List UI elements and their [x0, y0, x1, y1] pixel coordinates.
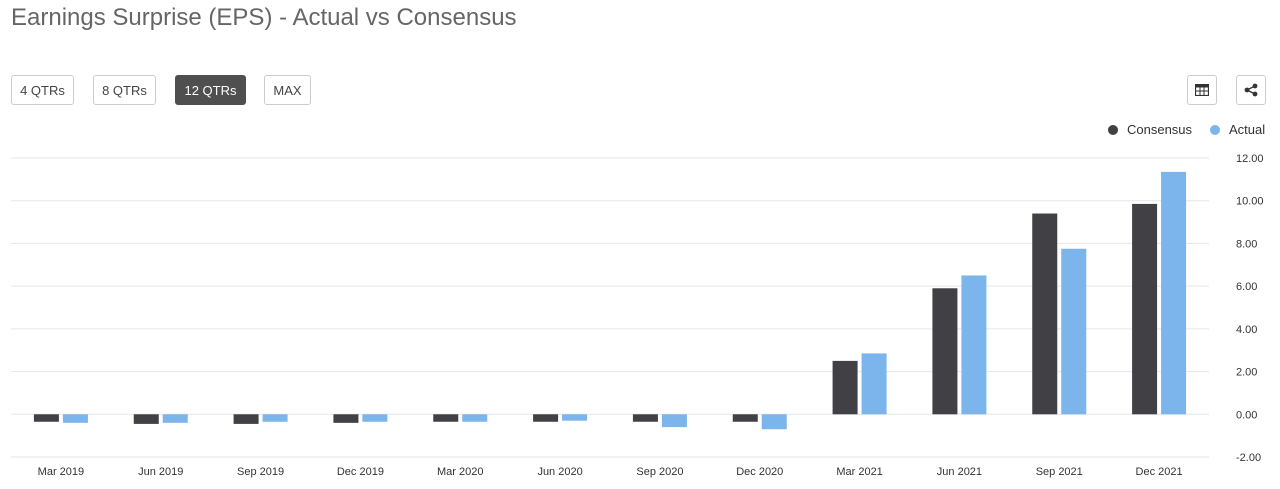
- bar-actual[interactable]: [362, 414, 388, 422]
- y-tick-label: 6.00: [1236, 281, 1257, 293]
- bar-actual[interactable]: [661, 414, 687, 428]
- y-tick-label: 8.00: [1236, 238, 1257, 250]
- bar-actual[interactable]: [462, 414, 488, 422]
- page-title: Earnings Surprise (EPS) - Actual vs Cons…: [11, 4, 517, 31]
- bar-actual[interactable]: [1061, 248, 1087, 415]
- bar-consensus[interactable]: [133, 414, 159, 424]
- bar-consensus[interactable]: [433, 414, 459, 422]
- range-max-button[interactable]: MAX: [264, 75, 311, 105]
- y-tick-label: 4.00: [1236, 324, 1257, 336]
- bar-consensus[interactable]: [33, 414, 59, 422]
- legend-item-consensus[interactable]: Consensus: [1108, 122, 1192, 137]
- bar-actual[interactable]: [262, 414, 288, 422]
- bar-consensus[interactable]: [932, 288, 958, 415]
- x-tick-label: Mar 2021: [836, 466, 882, 478]
- x-tick-label: Mar 2020: [437, 466, 483, 478]
- y-tick-label: 0.00: [1236, 409, 1257, 421]
- consensus-dot-icon: [1108, 124, 1118, 135]
- x-tick-label: Sep 2020: [636, 466, 683, 478]
- bar-actual[interactable]: [961, 275, 987, 415]
- range-12-qtrs-button[interactable]: 12 QTRs: [175, 75, 246, 105]
- chart-legend: Consensus Actual: [1108, 122, 1278, 138]
- bar-consensus[interactable]: [732, 414, 758, 422]
- x-tick-label: Sep 2019: [237, 466, 284, 478]
- bar-actual[interactable]: [162, 414, 188, 423]
- bar-actual[interactable]: [861, 353, 887, 415]
- y-tick-label: -2.00: [1236, 452, 1261, 464]
- x-tick-label: Sep 2021: [1036, 466, 1083, 478]
- y-tick-label: 2.00: [1236, 367, 1257, 379]
- bar-actual[interactable]: [62, 414, 88, 423]
- actual-dot-icon: [1210, 124, 1220, 135]
- x-tick-label: Dec 2020: [736, 466, 783, 478]
- share-button[interactable]: [1236, 75, 1266, 105]
- x-tick-label: Mar 2019: [38, 466, 84, 478]
- bar-actual[interactable]: [761, 414, 787, 430]
- legend-item-actual[interactable]: Actual: [1210, 122, 1265, 137]
- x-tick-label: Jun 2020: [537, 466, 582, 478]
- bar-consensus[interactable]: [533, 414, 559, 422]
- y-tick-label: 12.00: [1236, 153, 1264, 165]
- table-view-button[interactable]: [1187, 75, 1217, 105]
- x-tick-label: Dec 2021: [1136, 466, 1183, 478]
- table-icon: [1195, 84, 1209, 96]
- x-tick-label: Jun 2021: [937, 466, 982, 478]
- bar-actual[interactable]: [1161, 171, 1187, 415]
- range-4-qtrs-button[interactable]: 4 QTRs: [11, 75, 74, 105]
- legend-label-consensus: Consensus: [1127, 122, 1193, 137]
- bar-consensus[interactable]: [1032, 213, 1058, 415]
- bar-actual[interactable]: [562, 414, 588, 421]
- bar-consensus[interactable]: [832, 360, 858, 415]
- range-8-qtrs-button[interactable]: 8 QTRs: [93, 75, 156, 105]
- eps-bar-chart: 12.00 10.00 8.00 6.00 4.00 2.00 0.00 -2.00 Mar 2…: [11, 153, 1264, 478]
- bar-consensus[interactable]: [333, 414, 359, 423]
- bar-consensus[interactable]: [632, 414, 658, 422]
- bar-consensus[interactable]: [233, 414, 259, 424]
- y-tick-label: 10.00: [1236, 196, 1264, 208]
- x-tick-label: Jun 2019: [138, 466, 183, 478]
- bar-consensus[interactable]: [1132, 203, 1158, 415]
- x-tick-label: Dec 2019: [337, 466, 384, 478]
- share-icon: [1244, 83, 1258, 97]
- legend-label-actual: Actual: [1229, 122, 1266, 137]
